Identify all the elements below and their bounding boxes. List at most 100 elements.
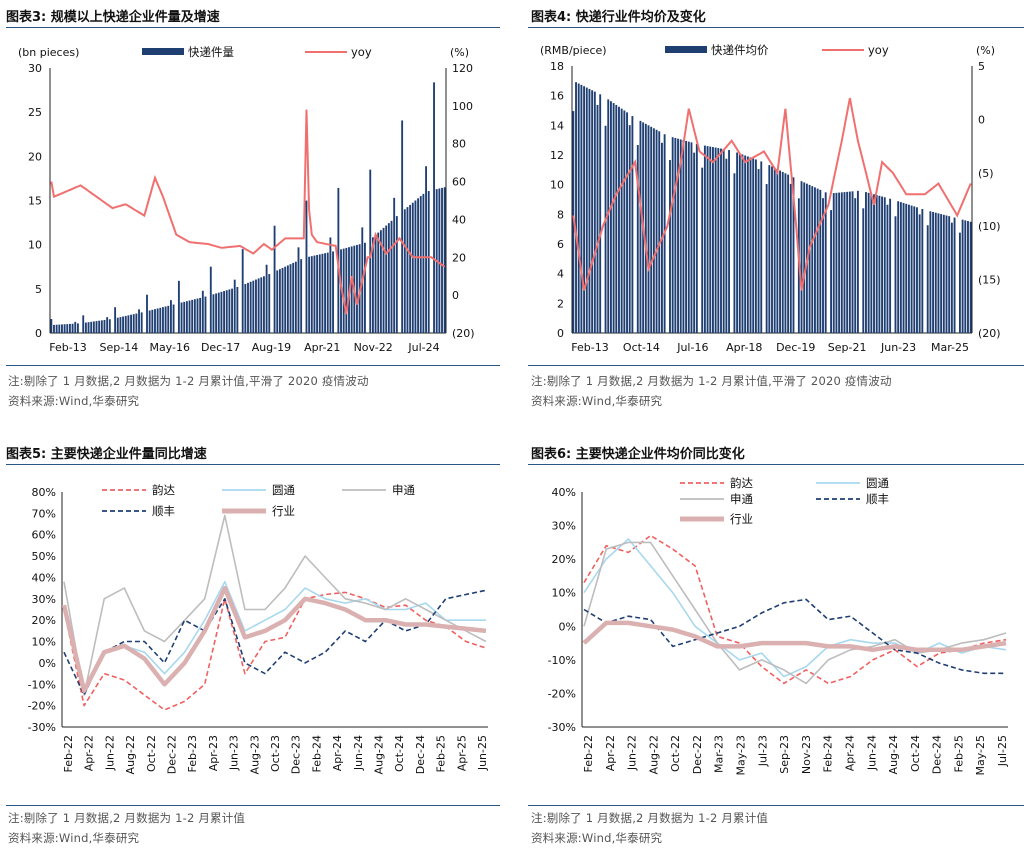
c4-bar	[854, 198, 857, 333]
c6-x-tick: Oct-22	[669, 735, 682, 772]
c3-bar	[281, 267, 284, 333]
c4-x-tick: Apr-18	[726, 341, 762, 354]
c4-yleft-tick: 18	[550, 60, 564, 73]
c3-bar	[369, 169, 372, 333]
c5-y-tick: 70%	[32, 507, 56, 520]
c4-yleft-tick: 2	[557, 297, 564, 310]
c3-yoy-line	[50, 109, 446, 315]
c6-x-tick: May-25	[974, 735, 987, 776]
c6-x-tick: Nov-23	[800, 735, 813, 774]
c3-bar	[223, 291, 226, 333]
c4-bar	[720, 148, 722, 333]
c4-bar	[932, 211, 935, 333]
c4-bar	[867, 192, 870, 333]
c4-bar	[717, 148, 720, 333]
c4-bar	[652, 128, 655, 333]
c4-bar	[899, 202, 902, 333]
c4-yleft-tick: 12	[550, 149, 564, 162]
c3-bar	[167, 305, 170, 333]
c3-x-tick: Dec-17	[201, 341, 240, 354]
c4-x-tick: Dec-19	[776, 341, 815, 354]
c5-series-line	[61, 585, 487, 693]
c4-bar	[835, 192, 838, 333]
c4-bar	[937, 213, 940, 333]
c3-bar	[244, 283, 247, 333]
c4-bar	[599, 94, 602, 334]
c6-series-line	[583, 541, 1007, 685]
c4-yleft-tick: 6	[557, 238, 564, 251]
c4-x-tick: Oct-14	[623, 341, 660, 354]
c5-series-line	[63, 589, 487, 696]
c3-bar	[395, 216, 398, 333]
c4-bar	[650, 126, 653, 333]
c3-bar	[116, 317, 119, 333]
c6-series-line	[583, 538, 1007, 678]
c4-bar	[910, 205, 913, 333]
c3-bar	[215, 293, 218, 333]
c6-series-line	[583, 534, 1007, 685]
c4-bar	[679, 139, 682, 333]
c3-yleft-tick: 15	[28, 195, 42, 208]
c4-x-tick: Jun-23	[880, 341, 916, 354]
chart5-source: 资料来源:Wind,华泰研究	[8, 831, 140, 845]
c5-series-line	[63, 580, 486, 696]
chart3-top-rule	[6, 27, 500, 28]
c4-bar	[934, 212, 937, 333]
c4-bar	[832, 193, 835, 333]
c4-bar	[907, 204, 910, 333]
c4-bar	[848, 191, 851, 333]
c4-bar	[776, 169, 779, 333]
c4-bar	[609, 101, 612, 334]
c6-y-tick: -30%	[548, 721, 576, 734]
c5-y-tick: 30%	[32, 593, 56, 606]
c4-bar	[942, 214, 945, 333]
c4-bar	[781, 171, 784, 333]
c3-yright-tick: (20)	[452, 327, 475, 340]
c3-bar	[71, 323, 74, 333]
c4-bar	[819, 189, 822, 333]
c3-x-tick: Feb-13	[49, 341, 86, 354]
c3-bar	[204, 296, 207, 333]
c4-bar	[883, 197, 886, 333]
c4-bar	[856, 190, 859, 333]
c5-y-tick: 40%	[32, 571, 56, 584]
chart5-note: 注:剔除了 1 月数据,2 月数据为 1-2 月累计值	[8, 811, 246, 825]
c4-bar	[639, 120, 642, 333]
c3-bar	[419, 196, 422, 333]
c3-bar	[236, 286, 239, 333]
c5-x-tick: Oct-24	[393, 735, 406, 772]
c4-bar	[905, 203, 908, 333]
c3-bar	[345, 247, 348, 333]
c4-bar	[682, 140, 685, 333]
c4-bar	[814, 187, 816, 333]
c4-yleft-tick: 14	[550, 119, 564, 132]
c3-yleft-tick: 25	[28, 106, 42, 119]
c3-bar	[132, 314, 135, 333]
c4-bar	[714, 147, 717, 333]
c4-bar	[784, 173, 787, 333]
c4-bar	[757, 169, 760, 333]
c3-bar	[308, 256, 311, 333]
chart5-top-rule	[6, 464, 500, 465]
chart4-bottom-rule	[528, 365, 1024, 366]
c3-bar	[82, 315, 85, 333]
c3-legend-line-label: yoy	[351, 45, 372, 59]
c4-bar	[577, 83, 580, 333]
c5-x-tick: Oct-23	[269, 735, 282, 772]
c4-bar	[604, 125, 607, 333]
c4-bar	[808, 184, 811, 333]
chart5-title: 图表5: 主要快递企业件量同比增速	[6, 447, 207, 462]
c3-bar	[196, 298, 199, 333]
c4-bar	[824, 192, 827, 333]
c3-bar	[61, 324, 63, 333]
chart6-note: 注:剔除了 1 月数据,2 月数据为 1-2 月累计值	[531, 811, 769, 825]
c4-bar	[741, 154, 744, 333]
c3-bar	[135, 313, 138, 333]
c4-bar	[728, 150, 730, 333]
c3-bar	[63, 324, 66, 333]
c4-bar	[902, 202, 905, 333]
c4-bar	[695, 143, 698, 333]
c3-bar	[289, 264, 292, 333]
c4-bar	[840, 192, 843, 333]
c3-bar	[247, 282, 249, 333]
